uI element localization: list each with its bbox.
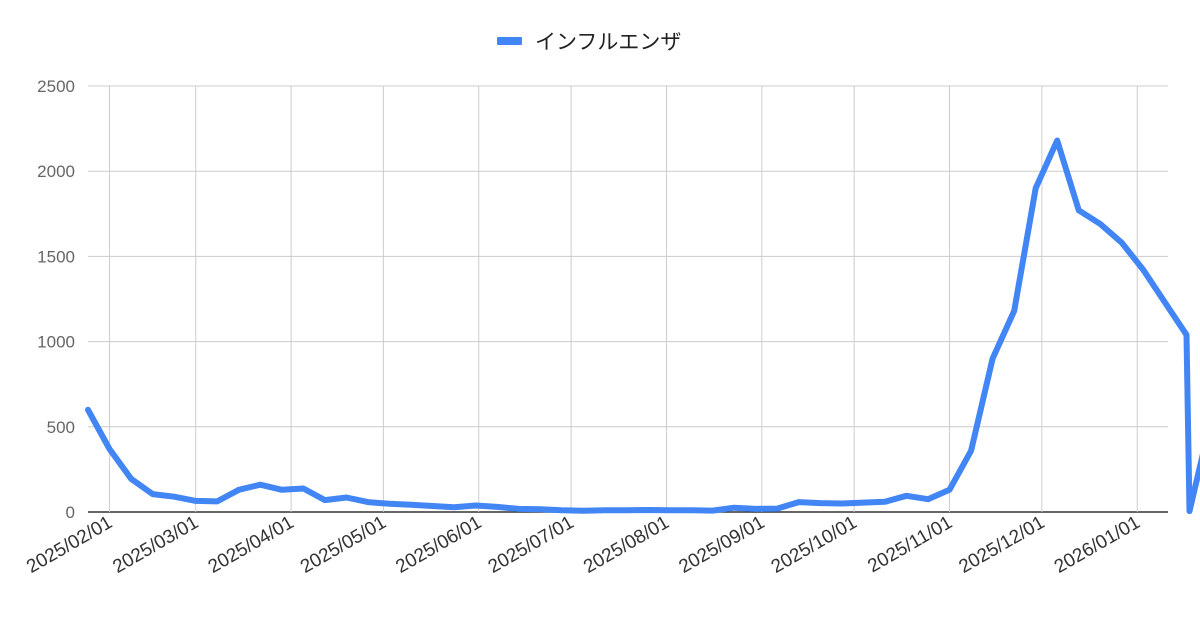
x-tick-label: 2025/12/01 <box>955 512 1048 578</box>
y-tick-label: 2000 <box>37 162 75 181</box>
y-tick-label: 1500 <box>37 247 75 266</box>
legend: インフルエンザ <box>497 30 681 54</box>
legend-label: インフルエンザ <box>535 30 681 54</box>
y-tick-label: 1000 <box>37 333 75 352</box>
y-tick-label: 2500 <box>37 77 75 96</box>
series-line <box>85 137 1200 515</box>
x-tick-label: 2025/11/01 <box>864 512 956 577</box>
y-tick-label: 0 <box>66 503 75 522</box>
y-axis: 0 500 1000 1500 2000 2500 <box>37 77 75 522</box>
x-tick-label: 2025/04/01 <box>205 512 298 578</box>
x-tick-label: 2025/05/01 <box>297 512 390 578</box>
x-tick-label: 2025/09/01 <box>675 512 768 578</box>
x-tick-label: 2025/06/01 <box>392 512 485 578</box>
x-tick-label: 2025/07/01 <box>485 512 578 578</box>
series-layer <box>85 137 1200 515</box>
x-tick-label: 2025/02/01 <box>23 512 116 578</box>
x-tick-label: 2025/08/01 <box>580 512 673 578</box>
x-tick-label: 2026/01/01 <box>1051 512 1144 578</box>
legend-swatch <box>497 37 522 45</box>
x-tick-label: 2025/10/01 <box>768 512 861 578</box>
x-tick-label: 2025/03/01 <box>109 512 202 578</box>
grid <box>88 85 1168 513</box>
y-tick-label: 500 <box>47 418 75 437</box>
